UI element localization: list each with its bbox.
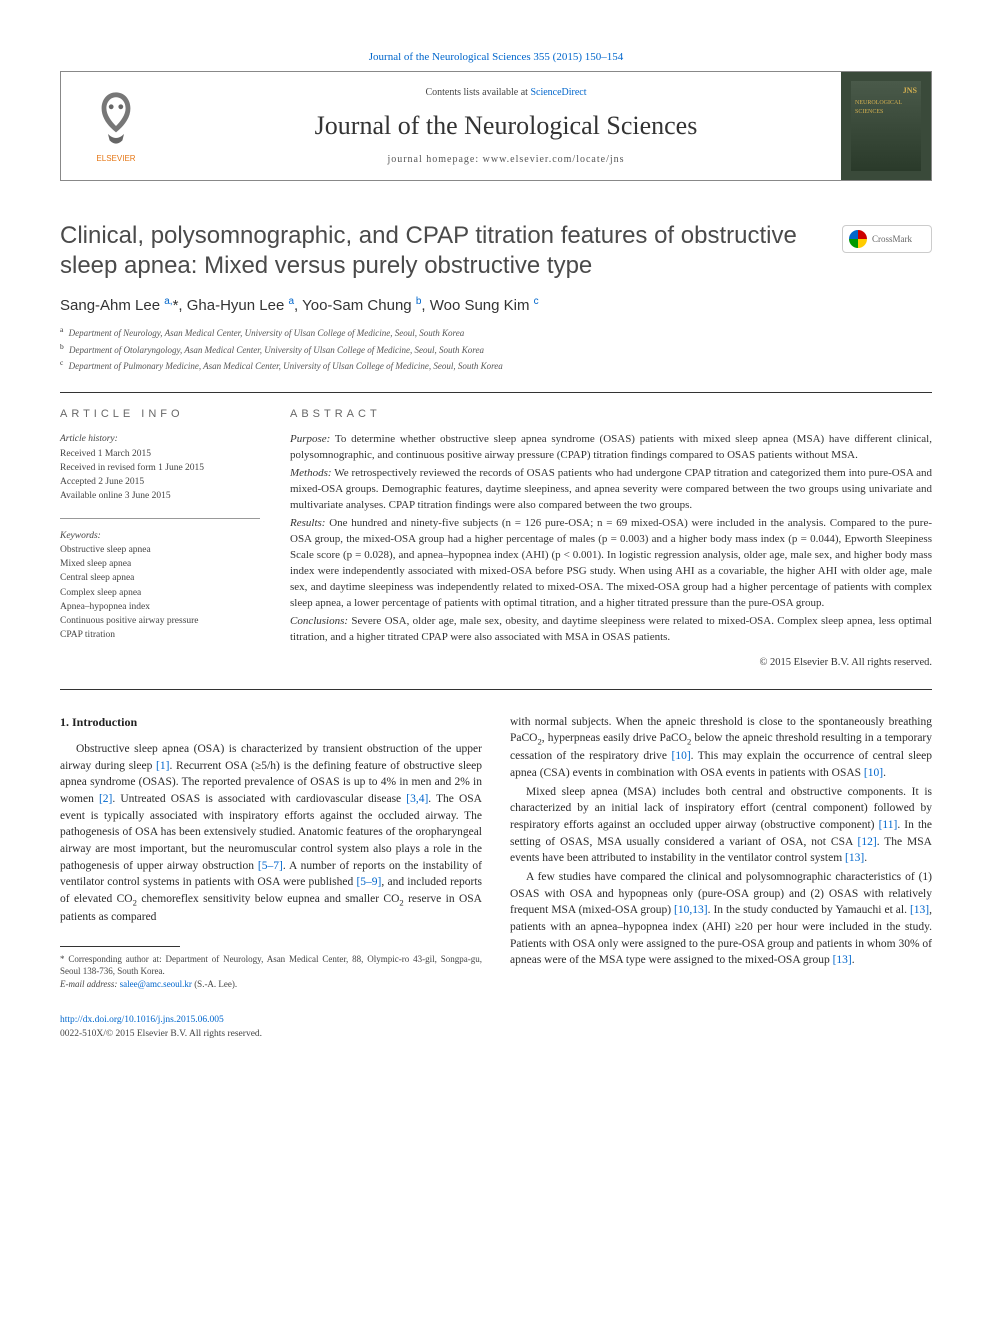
history-line: Available online 3 June 2015 xyxy=(60,489,260,503)
homepage-line: journal homepage: www.elsevier.com/locat… xyxy=(171,153,841,167)
ref-11[interactable]: [11] xyxy=(879,819,898,831)
keyword: CPAP titration xyxy=(60,628,260,642)
ref-10b[interactable]: [10] xyxy=(864,767,883,779)
ref-10-13[interactable]: [10,13] xyxy=(674,904,708,916)
sciencedirect-link[interactable]: ScienceDirect xyxy=(530,87,586,98)
ref-10a[interactable]: [10] xyxy=(671,750,690,762)
publisher-name: ELSEVIER xyxy=(96,155,135,164)
affiliation: c Department of Pulmonary Medicine, Asan… xyxy=(60,357,932,374)
journal-header: ELSEVIER Contents lists available at Sci… xyxy=(60,71,932,181)
affiliation: a Department of Neurology, Asan Medical … xyxy=(60,324,932,341)
top-citation: Journal of the Neurological Sciences 355… xyxy=(60,50,932,65)
article-title: Clinical, polysomnographic, and CPAP tit… xyxy=(60,221,932,281)
keyword: Apnea–hypopnea index xyxy=(60,600,260,614)
affiliation: b Department of Otolaryngology, Asan Med… xyxy=(60,341,932,358)
corr-email-link[interactable]: salee@amc.seoul.kr xyxy=(120,979,192,989)
rule-bottom xyxy=(60,689,932,690)
keyword: Obstructive sleep apnea xyxy=(60,543,260,557)
authors: Sang-Ahm Lee a,*, Gha-Hyun Lee a, Yoo-Sa… xyxy=(60,295,932,316)
body-column-left: 1. Introduction Obstructive sleep apnea … xyxy=(60,714,482,991)
history-line: Received in revised form 1 June 2015 xyxy=(60,461,260,475)
publisher-logo: ELSEVIER xyxy=(61,72,171,180)
article-history: Article history: Received 1 March 2015Re… xyxy=(60,432,260,503)
crossmark-badge[interactable]: CrossMark xyxy=(842,225,932,253)
history-line: Accepted 2 June 2015 xyxy=(60,475,260,489)
crossmark-icon xyxy=(849,230,867,248)
history-line: Received 1 March 2015 xyxy=(60,447,260,461)
keyword: Mixed sleep apnea xyxy=(60,557,260,571)
ref-12[interactable]: [12] xyxy=(858,836,877,848)
journal-cover-thumb: JNS NEUROLOGICAL SCIENCES xyxy=(841,72,931,180)
ref-5-7[interactable]: [5–7] xyxy=(258,860,283,872)
ref-13b[interactable]: [13] xyxy=(910,904,929,916)
homepage-url[interactable]: www.elsevier.com/locate/jns xyxy=(483,154,625,165)
abstract-head: ABSTRACT xyxy=(290,407,932,422)
ref-2[interactable]: [2] xyxy=(99,793,112,805)
ref-5-9[interactable]: [5–9] xyxy=(356,876,381,888)
crossmark-label: CrossMark xyxy=(872,233,912,246)
keyword: Central sleep apnea xyxy=(60,571,260,585)
abstract-copyright: © 2015 Elsevier B.V. All rights reserved… xyxy=(290,655,932,670)
keyword: Continuous positive airway pressure xyxy=(60,614,260,628)
ref-13a[interactable]: [13] xyxy=(845,852,864,864)
abstract-body: Purpose: To determine whether obstructiv… xyxy=(290,432,932,670)
doi-link[interactable]: http://dx.doi.org/10.1016/j.jns.2015.06.… xyxy=(60,1015,224,1025)
info-mid-rule xyxy=(60,518,260,519)
intro-heading: 1. Introduction xyxy=(60,714,482,731)
contents-line: Contents lists available at ScienceDirec… xyxy=(171,86,841,100)
keywords-block: Keywords: Obstructive sleep apneaMixed s… xyxy=(60,529,260,643)
ref-1[interactable]: [1] xyxy=(156,760,169,772)
article-info-head: ARTICLE INFO xyxy=(60,407,260,422)
journal-name: Journal of the Neurological Sciences xyxy=(171,108,841,144)
body-column-right: with normal subjects. When the apneic th… xyxy=(510,714,932,991)
page-footer: http://dx.doi.org/10.1016/j.jns.2015.06.… xyxy=(60,1014,932,1041)
ref-3-4[interactable]: [3,4] xyxy=(406,793,428,805)
footnote-rule xyxy=(60,946,180,947)
ref-13c[interactable]: [13] xyxy=(833,954,852,966)
top-citation-link[interactable]: Journal of the Neurological Sciences 355… xyxy=(369,51,623,63)
footnotes: * Corresponding author at: Department of… xyxy=(60,953,482,991)
issn-line: 0022-510X/© 2015 Elsevier B.V. All right… xyxy=(60,1028,932,1041)
keyword: Complex sleep apnea xyxy=(60,586,260,600)
affiliations: a Department of Neurology, Asan Medical … xyxy=(60,324,932,374)
